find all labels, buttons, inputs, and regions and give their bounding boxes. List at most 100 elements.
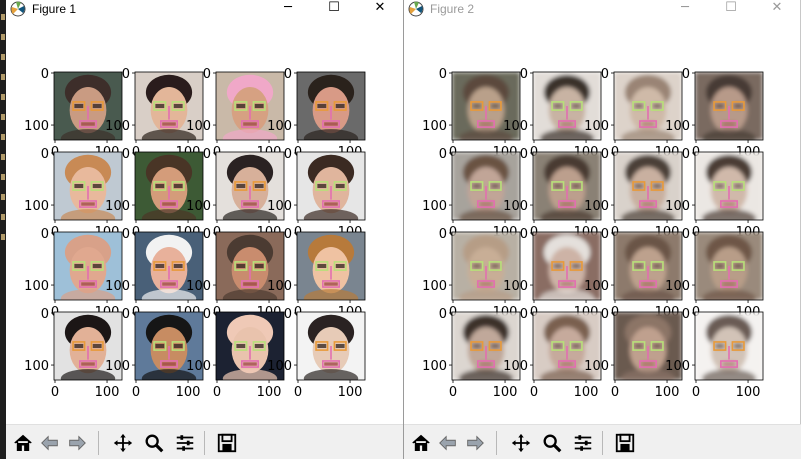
zoom-button[interactable] (141, 430, 167, 456)
landmark-overlay (470, 181, 502, 208)
landmark-overlay (470, 341, 502, 368)
save-button[interactable] (214, 430, 240, 456)
landmark-overlay (632, 101, 664, 128)
title-bar[interactable]: Figure 2 ─ ☐ ✕ (404, 0, 800, 18)
back-arrow-button[interactable] (37, 430, 63, 456)
configure-subplots-button[interactable] (172, 430, 198, 456)
window-title: Figure 1 (32, 2, 77, 16)
x-tick-label: 0 (51, 385, 59, 400)
minimize-button[interactable]: ─ (681, 0, 689, 15)
figure-canvas[interactable]: 0100010001000100010001000100010001000100… (404, 18, 801, 424)
y-tick-label: 100 (267, 359, 292, 374)
home-button[interactable] (408, 430, 434, 456)
y-tick-label: 0 (520, 227, 528, 242)
landmark-overlay (153, 181, 185, 208)
close-button[interactable]: ✕ (771, 0, 783, 15)
forward-arrow-icon (467, 435, 484, 451)
home-icon (412, 434, 430, 452)
y-tick-label: 0 (284, 67, 292, 82)
x-tick-label: 0 (611, 385, 619, 400)
y-tick-label: 100 (105, 119, 130, 134)
y-tick-label: 100 (267, 279, 292, 294)
close-button[interactable]: ✕ (374, 0, 386, 15)
maximize-button[interactable]: ☐ (328, 0, 340, 15)
figure-2-window[interactable]: Figure 2 ─ ☐ ✕ 0 100 0 100 0 100 0 100 0 100 0 100 0… (403, 0, 801, 459)
matplotlib-app-icon (10, 1, 26, 17)
y-tick-label: 100 (186, 119, 211, 134)
configure-subplots-button[interactable] (570, 430, 596, 456)
x-tick-label: 0 (449, 385, 457, 400)
y-tick-label: 0 (601, 307, 609, 322)
y-tick-label: 100 (186, 359, 211, 374)
window-title: Figure 2 (430, 2, 475, 16)
y-tick-label: 100 (186, 279, 211, 294)
y-tick-label: 100 (665, 119, 690, 134)
zoom-button[interactable] (539, 430, 565, 456)
landmark-overlay (713, 261, 745, 288)
figure-1-window[interactable]: Figure 1 ─ ☐ ✕ 0 100 0 100 0 100 0 100 0 100 0 100 0… (6, 0, 404, 459)
x-tick-label: 100 (736, 385, 761, 400)
back-arrow-icon (41, 435, 58, 451)
home-button[interactable] (10, 430, 36, 456)
y-tick-label: 0 (601, 227, 609, 242)
y-tick-label: 0 (682, 147, 690, 162)
landmark-overlay (153, 101, 185, 128)
y-tick-label: 0 (439, 307, 447, 322)
landmark-overlay (234, 341, 266, 368)
y-tick-label: 100 (503, 199, 528, 214)
y-tick-label: 0 (203, 307, 211, 322)
y-tick-label: 0 (41, 307, 49, 322)
x-tick-label: 100 (655, 385, 680, 400)
home-icon (14, 434, 32, 452)
y-tick-label: 0 (41, 147, 49, 162)
y-tick-label: 100 (267, 119, 292, 134)
back-arrow-button[interactable] (435, 430, 461, 456)
landmark-overlay (315, 341, 347, 368)
y-tick-label: 0 (203, 227, 211, 242)
x-tick-label: 0 (213, 385, 221, 400)
title-bar[interactable]: Figure 1 ─ ☐ ✕ (6, 0, 403, 18)
landmark-overlay (551, 341, 583, 368)
save-button[interactable] (612, 430, 638, 456)
pan-button[interactable] (508, 430, 534, 456)
x-tick-label: 100 (95, 385, 120, 400)
forward-arrow-button[interactable] (64, 430, 90, 456)
y-tick-label: 0 (601, 147, 609, 162)
back-arrow-icon (439, 435, 456, 451)
landmark-overlay (315, 101, 347, 128)
navigation-toolbar (404, 424, 801, 459)
x-tick-label: 100 (574, 385, 599, 400)
y-tick-label: 0 (122, 67, 130, 82)
forward-arrow-button[interactable] (462, 430, 488, 456)
landmark-overlay (551, 101, 583, 128)
y-tick-label: 0 (41, 67, 49, 82)
x-tick-label: 100 (257, 385, 282, 400)
toolbar-separator (496, 431, 497, 455)
pan-button[interactable] (110, 430, 136, 456)
landmark-overlay (470, 101, 502, 128)
y-tick-label: 0 (520, 147, 528, 162)
minimize-button[interactable]: ─ (284, 0, 292, 15)
y-tick-label: 0 (520, 67, 528, 82)
landmark-overlay (72, 261, 104, 288)
maximize-button[interactable]: ☐ (725, 0, 737, 15)
y-tick-label: 0 (682, 307, 690, 322)
y-tick-label: 0 (41, 227, 49, 242)
figure-canvas[interactable]: 0100010001000100010001000100010001000100… (6, 18, 404, 424)
